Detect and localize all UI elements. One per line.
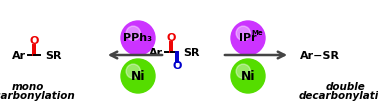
Text: O: O [166,33,176,43]
Text: O: O [29,36,39,46]
Circle shape [121,59,155,93]
Text: O: O [172,61,182,71]
Text: PPh₃: PPh₃ [124,33,152,43]
Text: Ar−SR: Ar−SR [300,51,340,61]
Text: Me: Me [252,30,263,36]
Circle shape [231,21,265,55]
Text: decarbonylation: decarbonylation [0,91,75,101]
Text: SR: SR [183,48,200,58]
Text: Ni: Ni [131,69,145,83]
Text: mono: mono [12,82,44,92]
Text: Ar: Ar [149,48,163,58]
Text: double: double [326,82,366,92]
Text: SR: SR [45,51,62,61]
Text: IPr: IPr [239,33,257,43]
Circle shape [121,21,155,55]
Text: Ar: Ar [12,51,26,61]
Circle shape [236,64,250,78]
Circle shape [126,26,140,40]
Text: decarbonylation: decarbonylation [299,91,378,101]
Text: Ni: Ni [241,69,255,83]
Circle shape [126,64,140,78]
Circle shape [236,26,250,40]
Circle shape [231,59,265,93]
